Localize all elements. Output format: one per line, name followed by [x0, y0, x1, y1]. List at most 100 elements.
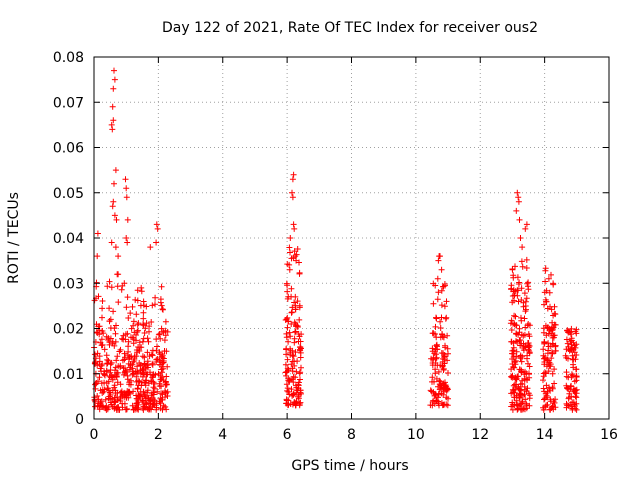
data-point — [443, 401, 450, 408]
data-point — [519, 398, 526, 405]
data-point — [112, 244, 119, 251]
data-point — [444, 402, 451, 409]
data-points — [91, 67, 580, 413]
data-point — [159, 306, 166, 312]
data-point — [99, 361, 106, 368]
data-point — [140, 315, 147, 322]
data-point — [160, 402, 167, 409]
data-point — [445, 350, 451, 357]
data-point — [508, 317, 515, 324]
data-point — [549, 385, 556, 392]
data-point — [293, 382, 299, 389]
data-point — [520, 345, 527, 351]
data-point — [91, 397, 98, 404]
data-point — [431, 378, 437, 385]
data-point — [124, 294, 131, 301]
data-point — [291, 225, 298, 232]
grid-lines — [94, 57, 609, 419]
data-point — [438, 266, 445, 273]
data-point — [548, 306, 555, 313]
data-point — [113, 373, 120, 380]
data-point — [113, 216, 120, 223]
data-point — [106, 395, 113, 402]
data-point — [294, 322, 301, 329]
data-point — [573, 366, 580, 373]
data-point — [157, 376, 164, 383]
data-point — [292, 329, 298, 336]
data-point — [113, 322, 119, 329]
data-point — [432, 370, 439, 377]
data-point — [128, 377, 134, 384]
data-point — [101, 386, 108, 393]
data-point — [293, 257, 300, 264]
data-point — [121, 356, 128, 363]
data-point — [110, 117, 117, 124]
data-point — [114, 369, 121, 376]
data-point — [118, 286, 125, 293]
data-point — [542, 267, 549, 274]
data-point — [289, 194, 296, 201]
data-point — [132, 296, 139, 303]
data-point — [293, 368, 300, 375]
data-point — [517, 337, 524, 343]
data-point — [102, 372, 108, 379]
data-point — [147, 397, 154, 404]
data-point — [162, 388, 168, 394]
data-point — [161, 337, 168, 344]
data-point — [540, 346, 547, 353]
data-point — [525, 283, 531, 290]
data-point — [511, 297, 517, 304]
data-point — [148, 319, 155, 325]
data-point — [115, 271, 122, 278]
data-point — [540, 377, 546, 384]
data-point — [283, 381, 290, 388]
data-point — [549, 319, 556, 326]
data-point — [283, 397, 290, 404]
data-point — [124, 330, 131, 337]
data-point — [157, 335, 164, 342]
data-point — [119, 282, 126, 289]
data-point — [138, 284, 145, 291]
chart-title: Day 122 of 2021, Rate Of TEC Index for r… — [162, 20, 538, 36]
data-point — [104, 360, 111, 367]
data-point — [112, 367, 118, 374]
data-point — [133, 353, 140, 360]
data-point — [564, 402, 571, 409]
data-point — [434, 346, 441, 353]
data-point — [125, 360, 132, 367]
y-tick-label: 0.04 — [53, 231, 84, 247]
data-point — [429, 362, 436, 369]
data-point — [284, 324, 291, 331]
data-point — [282, 361, 289, 368]
data-point — [550, 281, 557, 288]
data-point — [96, 374, 103, 381]
data-point — [154, 356, 161, 362]
data-point — [440, 384, 447, 391]
data-point — [522, 375, 528, 382]
x-tick-label: 4 — [218, 427, 227, 443]
y-tick-label: 0.03 — [53, 276, 84, 292]
data-point — [91, 297, 98, 304]
data-point — [510, 354, 517, 360]
data-point — [101, 346, 108, 353]
data-point — [515, 194, 522, 201]
data-point — [136, 344, 143, 351]
data-point — [134, 368, 141, 375]
data-point — [543, 298, 550, 305]
data-point — [108, 239, 115, 246]
data-point — [294, 298, 301, 305]
data-point — [441, 352, 448, 358]
data-point — [105, 337, 112, 343]
data-point — [549, 349, 555, 356]
data-point — [136, 360, 143, 366]
data-point — [162, 327, 169, 334]
data-point — [518, 331, 525, 338]
data-point — [134, 349, 141, 356]
data-point — [568, 331, 574, 338]
data-point — [284, 314, 291, 321]
data-point — [509, 386, 516, 393]
data-point — [152, 294, 159, 301]
data-point — [542, 278, 549, 285]
data-point — [146, 405, 153, 412]
data-point — [550, 332, 557, 339]
